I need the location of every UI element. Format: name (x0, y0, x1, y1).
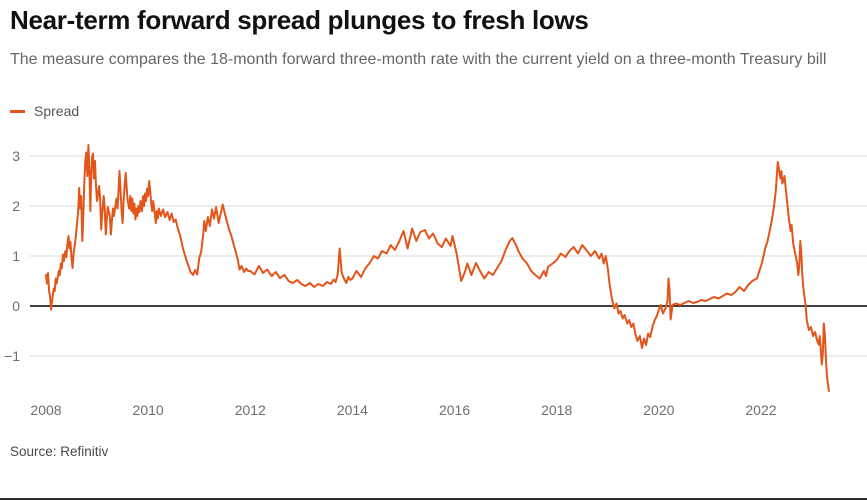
spread-line (45, 144, 830, 393)
x-tick-label: 2012 (235, 402, 266, 418)
page-title: Near-term forward spread plunges to fres… (10, 5, 589, 35)
y-axis-labels: 3 2 1 0 −1 (4, 148, 20, 364)
x-tick-label: 2008 (30, 402, 61, 418)
x-tick-label: 2022 (745, 402, 776, 418)
y-tick-label: 1 (12, 248, 20, 264)
series-lines (45, 144, 830, 393)
y-tick-label: 0 (12, 298, 20, 314)
chart-area: 3 2 1 0 −1 2008 2010 2012 2014 2016 2018 2020 2022 (0, 133, 867, 438)
x-tick-label: 2016 (439, 402, 470, 418)
y-tick-label: 3 (12, 148, 20, 164)
spread-line-chart: 3 2 1 0 −1 2008 2010 2012 2014 2016 2018 2020 2022 (4, 144, 867, 418)
y-tick-label: −1 (4, 348, 20, 364)
legend-line-swatch (10, 109, 25, 113)
x-tick-label: 2018 (541, 402, 572, 418)
y-tick-label: 2 (12, 198, 20, 214)
x-tick-label: 2020 (643, 402, 674, 418)
page-subtitle: The measure compares the 18-month forwar… (10, 50, 827, 68)
gridlines (30, 155, 867, 357)
legend-label: Spread (34, 103, 80, 120)
x-tick-label: 2014 (337, 402, 368, 418)
legend: Spread (10, 101, 857, 121)
source-note: Source: Refinitiv (10, 444, 109, 460)
x-tick-label: 2010 (133, 402, 164, 418)
x-axis-labels: 2008 2010 2012 2014 2016 2018 2020 2022 (30, 402, 776, 418)
